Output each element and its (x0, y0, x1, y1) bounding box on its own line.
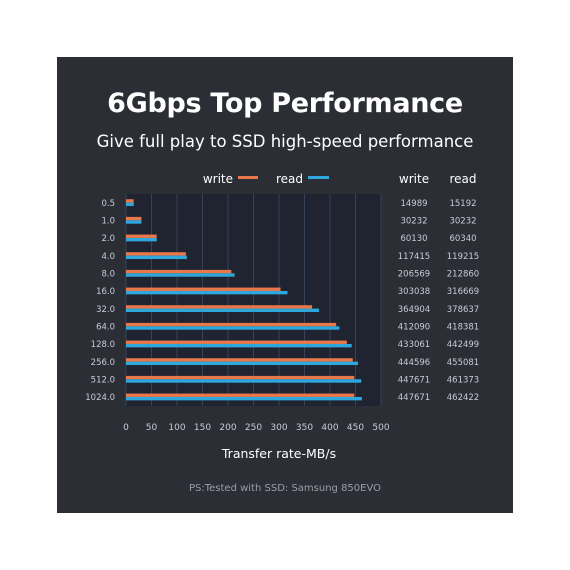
category-label: 8.0 (101, 270, 115, 280)
bar-read (126, 290, 288, 295)
x-tick-label: 150 (194, 423, 211, 433)
category-label: 4.0 (101, 252, 115, 262)
table-cell-read: 15192 (449, 199, 476, 209)
x-tick-label: 0 (123, 423, 129, 433)
bar-write (126, 287, 281, 291)
category-label: 1024.0 (85, 393, 115, 403)
x-tick-label: 200 (219, 423, 236, 433)
table-cell-read: 462422 (447, 393, 479, 403)
x-tick-label: 250 (245, 423, 262, 433)
table-cell-read: 442499 (447, 340, 479, 350)
category-label: 0.5 (101, 199, 115, 209)
bar-read (126, 396, 362, 401)
x-tick-label: 350 (296, 423, 313, 433)
bar-write (126, 393, 355, 397)
x-tick-label: 450 (347, 423, 364, 433)
table-cell-read: 212860 (447, 270, 479, 280)
table-cell-read: 461373 (447, 376, 479, 386)
table-cell-write: 30232 (400, 217, 427, 227)
bar-write (126, 199, 134, 203)
bar-read (126, 202, 134, 207)
category-label: 64.0 (96, 323, 115, 333)
table-cell-read: 378637 (447, 305, 479, 315)
bar-read (126, 255, 187, 260)
bar-read (126, 379, 362, 383)
x-tick-labels: 0 50 100 150 200 250 300 350 400 450 500 (123, 423, 390, 433)
bar-write (126, 216, 142, 221)
category-labels: 0.5 1.0 2.0 4.0 8.0 16.0 32.0 64.0 128.0 256.0 512… (85, 199, 115, 403)
x-tick-label: 50 (146, 423, 158, 433)
value-table: 14989 15192 30232 30232 60130 60340 117415 1192… (398, 172, 479, 403)
table-cell-read: 60340 (449, 234, 476, 244)
table-cell-write: 444596 (398, 358, 430, 368)
category-label: 256.0 (91, 358, 115, 368)
bar-write (126, 305, 313, 309)
x-tick-label: 100 (168, 423, 185, 433)
category-label: 32.0 (96, 305, 115, 315)
table-cell-write: 303038 (398, 287, 430, 297)
bar-read (126, 220, 142, 224)
table-cell-write: 60130 (400, 234, 427, 244)
category-label: 1.0 (101, 217, 115, 227)
legend-label-read: read (276, 172, 303, 186)
page-title: 6Gbps Top Performance (107, 88, 463, 119)
table-cell-read: 30232 (449, 217, 476, 227)
bar-read (126, 326, 340, 330)
table-cell-write: 433061 (398, 340, 430, 350)
table-cell-read: 119215 (447, 252, 479, 262)
footnote: PS:Tested with SSD: Samsung 850EVO (188, 483, 382, 494)
table-cell-read: 316669 (447, 287, 479, 297)
bar-write (126, 322, 337, 327)
bar-read (126, 237, 157, 242)
category-label: 16.0 (96, 287, 115, 297)
legend-label-write: write (203, 172, 233, 186)
category-label: 2.0 (101, 234, 115, 244)
table-header-read: read (449, 172, 476, 186)
table-cell-write: 364904 (398, 305, 430, 315)
x-axis-label: Transfer rate-MB/s (221, 446, 336, 461)
table-cell-read: 418381 (447, 323, 479, 333)
x-tick-label: 400 (321, 423, 338, 433)
category-label: 128.0 (91, 340, 115, 350)
x-tick-label: 500 (372, 423, 389, 433)
table-cell-write: 117415 (398, 252, 430, 262)
table-cell-write: 206569 (398, 270, 430, 280)
legend-swatch-write (238, 176, 258, 179)
bar-write (126, 234, 157, 238)
bars (126, 199, 362, 401)
bar-read (126, 308, 320, 313)
x-tick-label: 300 (270, 423, 287, 433)
page-subtitle: Give full play to SSD high-speed perform… (96, 132, 474, 151)
bar-write (126, 340, 347, 344)
table-cell-write: 14989 (400, 199, 427, 209)
bar-write (126, 375, 355, 380)
table-cell-write: 447671 (398, 393, 430, 403)
bar-write (126, 358, 353, 362)
table-cell-write: 447671 (398, 376, 430, 386)
table-cell-write: 412090 (398, 323, 430, 333)
legend: write read (203, 172, 329, 186)
bar-read (126, 273, 235, 277)
legend-swatch-read (308, 176, 329, 179)
bar-write (126, 269, 232, 274)
bar-read (126, 343, 352, 348)
grid-lines (125, 194, 382, 406)
bar-write (126, 252, 186, 256)
table-cell-read: 455081 (447, 358, 479, 368)
category-label: 512.0 (91, 376, 115, 386)
table-header-write: write (399, 172, 429, 186)
bar-read (126, 361, 359, 366)
